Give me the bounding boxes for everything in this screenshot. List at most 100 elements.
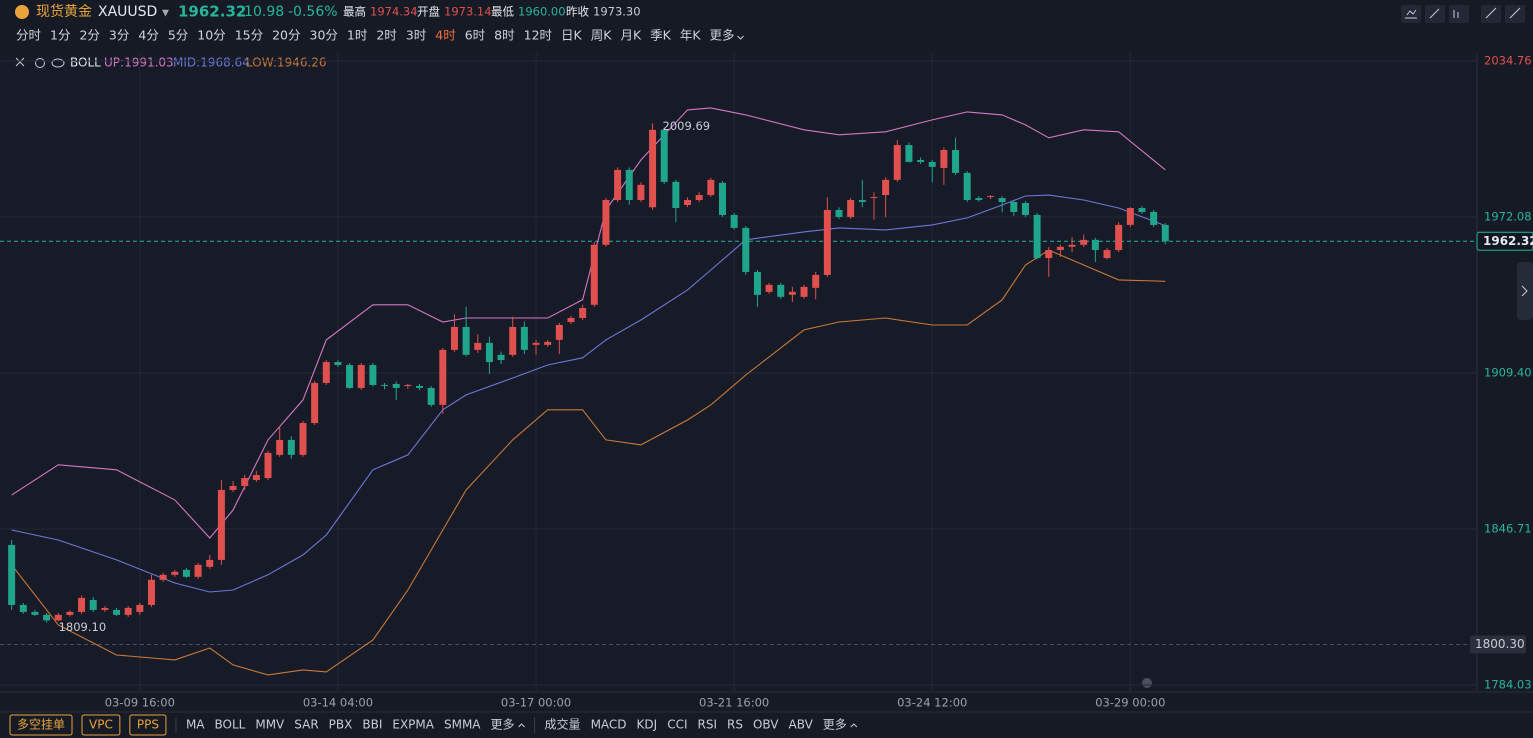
indicator-option[interactable]: RS bbox=[727, 718, 743, 732]
candle-body bbox=[986, 196, 994, 198]
indicator-option[interactable]: BOLL bbox=[215, 718, 246, 732]
candle-body bbox=[404, 384, 412, 386]
candle-body bbox=[695, 195, 703, 201]
candle-body bbox=[823, 209, 831, 275]
indicator-option[interactable]: PBX bbox=[329, 718, 353, 732]
candle-body bbox=[462, 326, 470, 355]
timeframe[interactable]: 分时 bbox=[16, 28, 42, 43]
timeframe[interactable]: 4时 bbox=[435, 28, 456, 43]
candle-body bbox=[194, 564, 202, 577]
indicator-option[interactable]: SMMA bbox=[444, 718, 481, 732]
candle-body bbox=[882, 179, 890, 196]
indicator-option[interactable]: 成交量 bbox=[545, 717, 581, 732]
candle-body bbox=[66, 611, 74, 615]
indicator-option[interactable]: BBI bbox=[362, 718, 382, 732]
indicator-option[interactable]: 更多 bbox=[823, 718, 847, 732]
indicator-option[interactable]: 更多 bbox=[491, 718, 515, 732]
candle-body bbox=[544, 341, 552, 345]
candle-body bbox=[590, 244, 598, 305]
timeframe[interactable]: 日K bbox=[561, 28, 583, 43]
candle-body bbox=[952, 150, 960, 173]
indicator-option[interactable]: CCI bbox=[667, 718, 687, 732]
y-tick-label: 1909.40 bbox=[1484, 365, 1532, 379]
indicator-option[interactable]: RSI bbox=[698, 718, 718, 732]
candle-body bbox=[147, 579, 155, 605]
toolbar-button-label: 多空挂单 bbox=[17, 718, 65, 732]
settings-icon[interactable] bbox=[35, 58, 45, 68]
timeframe[interactable]: 10分 bbox=[197, 28, 225, 43]
timeframe[interactable]: 3时 bbox=[406, 28, 427, 43]
candle-body bbox=[392, 383, 400, 388]
toolbar-button[interactable] bbox=[129, 714, 167, 736]
indicator-option[interactable]: MA bbox=[186, 718, 205, 732]
candle-body bbox=[1056, 246, 1064, 251]
x-tick-label: 03-09 16:00 bbox=[105, 696, 175, 710]
price: 1962.32 bbox=[178, 3, 246, 21]
timeframe[interactable]: 15分 bbox=[235, 28, 263, 43]
timeframe[interactable]: 20分 bbox=[272, 28, 300, 43]
candle-body bbox=[567, 317, 575, 322]
candle-body bbox=[1010, 202, 1018, 212]
candle-body bbox=[287, 439, 295, 455]
caret bbox=[518, 723, 525, 728]
candle-body bbox=[101, 607, 109, 610]
side-tab[interactable] bbox=[1517, 262, 1533, 320]
symbol-icon bbox=[15, 5, 29, 19]
timeframe[interactable]: 12时 bbox=[524, 28, 553, 43]
timeframe[interactable]: 2时 bbox=[376, 28, 397, 43]
candle-body bbox=[858, 200, 866, 203]
top-tools[interactable] bbox=[1401, 5, 1525, 23]
timeframe[interactable]: 2分 bbox=[79, 28, 99, 43]
eye-icon[interactable] bbox=[51, 58, 65, 68]
indicator-option[interactable]: MACD bbox=[591, 718, 627, 732]
timeframe[interactable]: 1分 bbox=[50, 28, 70, 43]
candle-body bbox=[602, 200, 610, 245]
close-icon[interactable] bbox=[15, 57, 25, 67]
price-tag bbox=[1476, 231, 1533, 251]
indicator-name: BOLL bbox=[70, 56, 101, 70]
indicator-option[interactable]: MMV bbox=[255, 718, 285, 732]
indicator-option[interactable]: ABV bbox=[789, 718, 814, 732]
candle-body bbox=[182, 569, 190, 577]
candle-body bbox=[963, 172, 971, 201]
candle-body bbox=[649, 129, 657, 208]
candle-body bbox=[579, 308, 587, 318]
symbol-code[interactable]: XAUUSD bbox=[98, 4, 157, 20]
stat-label: 最低 bbox=[491, 5, 514, 19]
timeframe[interactable]: 1时 bbox=[347, 28, 368, 43]
timeframe[interactable]: 5分 bbox=[168, 28, 188, 43]
toolbar-button[interactable] bbox=[81, 714, 121, 736]
timeframe[interactable]: 4分 bbox=[138, 28, 158, 43]
y-tick-label: 1846.71 bbox=[1484, 522, 1532, 536]
indicator-option[interactable]: KDJ bbox=[637, 718, 658, 732]
timeframe[interactable]: 年K bbox=[680, 28, 702, 43]
candle-body bbox=[1033, 214, 1041, 259]
candle-body bbox=[450, 326, 458, 350]
indicator-option[interactable]: SAR bbox=[294, 718, 318, 732]
candle-body bbox=[381, 384, 389, 386]
candle-body bbox=[1161, 224, 1169, 242]
stat-label: 昨收 bbox=[566, 5, 589, 19]
indicator-option[interactable]: EXPMA bbox=[392, 718, 434, 732]
timeframe[interactable]: 周K bbox=[591, 28, 613, 43]
candle-body bbox=[940, 150, 948, 168]
candle-body bbox=[171, 571, 179, 575]
change: -10.98 bbox=[239, 4, 284, 20]
timeframe[interactable]: 季K bbox=[650, 28, 672, 43]
price-tag-label: 1962.32 bbox=[1483, 234, 1533, 248]
candle-body bbox=[78, 597, 86, 612]
timeframe[interactable]: 更多 bbox=[710, 28, 735, 43]
timeframe[interactable]: 3分 bbox=[109, 28, 129, 43]
candle-body bbox=[124, 607, 132, 615]
caret[interactable]: ▼ bbox=[162, 9, 169, 19]
candle-body bbox=[206, 559, 214, 567]
timeframe[interactable]: 月K bbox=[620, 28, 642, 43]
timeframe[interactable]: 30分 bbox=[310, 28, 338, 43]
timeframe[interactable]: 8时 bbox=[494, 28, 515, 43]
candle-body bbox=[1045, 250, 1053, 259]
stat-label: 开盘 bbox=[417, 5, 440, 19]
toolbar-button[interactable] bbox=[9, 714, 73, 736]
candle-body bbox=[718, 182, 726, 215]
timeframe[interactable]: 6时 bbox=[465, 28, 486, 43]
indicator-option[interactable]: OBV bbox=[753, 718, 779, 732]
